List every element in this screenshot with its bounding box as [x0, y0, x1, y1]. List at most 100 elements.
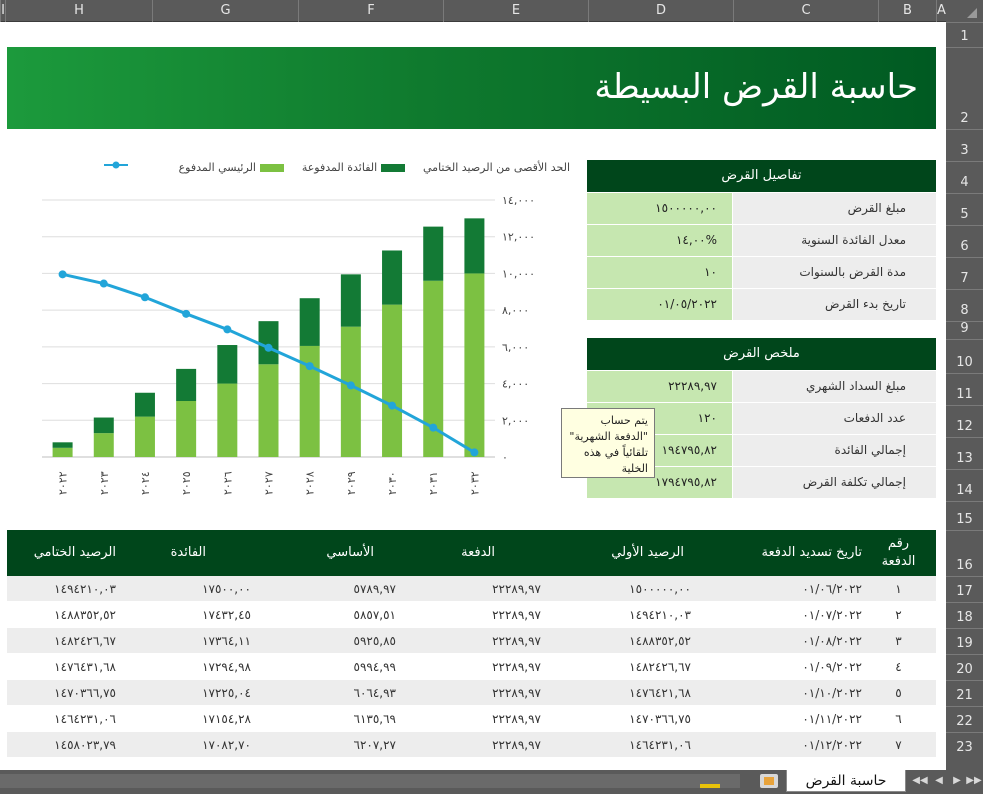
cell-closing-balance[interactable]: ١٤٥٨٠٢٣,٧٩	[54, 738, 116, 752]
row-header-9[interactable]: 9	[946, 321, 983, 339]
column-header-g[interactable]: G	[152, 0, 298, 22]
column-header-h[interactable]: H	[5, 0, 152, 22]
cell-payment[interactable]: ٢٢٢٨٩,٩٧	[492, 660, 541, 674]
cell-opening-balance[interactable]: ١٥٠٠٠٠٠,٠٠	[629, 582, 691, 596]
cell-opening-balance[interactable]: ١٤٨٨٣٥٢,٥٢	[629, 634, 691, 648]
col-header-date[interactable]: تاريخ تسديد الدفعة	[761, 545, 862, 560]
interest-rate-input[interactable]: ١٤,٠٠%	[587, 225, 732, 256]
cell-interest[interactable]: ١٧٣٦٤,١١	[202, 634, 251, 648]
cell-closing-balance[interactable]: ١٤٨٨٣٥٢,٥٢	[54, 608, 116, 622]
cell-principal[interactable]: ٦٢٠٧,٢٧	[353, 738, 397, 752]
cell-number[interactable]: ٤	[895, 660, 902, 674]
row-header-7[interactable]: 7	[946, 257, 983, 289]
loan-chart[interactable]: الحد الأقصى من الرصيد الختامي الفائدة ال…	[20, 152, 570, 502]
column-header-c[interactable]: C	[733, 0, 878, 22]
row-header-11[interactable]: 11	[946, 373, 983, 405]
row-header-17[interactable]: 17	[946, 576, 983, 602]
column-header-d[interactable]: D	[588, 0, 733, 22]
worksheet[interactable]: حاسبة القرض البسيطة تفاصيل القرض مبلغ ال…	[0, 22, 946, 770]
cell-date[interactable]: ٠١/١١/٢٠٢٢	[802, 712, 862, 726]
cell-interest[interactable]: ١٧٢٩٤,٩٨	[202, 660, 251, 674]
cell-date[interactable]: ٠١/٠٨/٢٠٢٢	[802, 634, 862, 648]
row-header-1[interactable]: 1	[946, 22, 983, 47]
row-header-2[interactable]: 2	[946, 47, 983, 129]
cell-principal[interactable]: ٥٨٥٧,٥١	[353, 608, 397, 622]
row-header-21[interactable]: 21	[946, 680, 983, 706]
cell-payment[interactable]: ٢٢٢٨٩,٩٧	[492, 712, 541, 726]
cell-number[interactable]: ٢	[895, 608, 902, 622]
cell-number[interactable]: ٦	[895, 712, 902, 726]
row-header-4[interactable]: 4	[946, 161, 983, 193]
cell-number[interactable]: ١	[895, 582, 902, 596]
cell-opening-balance[interactable]: ١٤٦٤٢٣١,٠٦	[629, 738, 691, 752]
cell-principal[interactable]: ٥٩٢٥,٨٥	[353, 634, 397, 648]
col-header-number[interactable]: رقم الدفعة	[881, 536, 916, 569]
cell-opening-balance[interactable]: ١٤٨٢٤٢٦,٦٧	[629, 660, 691, 674]
tab-scroll-last-icon[interactable]: ▶▶	[966, 775, 982, 786]
cell-payment[interactable]: ٢٢٢٨٩,٩٧	[492, 608, 541, 622]
select-all-corner[interactable]	[946, 0, 983, 22]
row-header-19[interactable]: 19	[946, 628, 983, 654]
column-header-f[interactable]: F	[298, 0, 443, 22]
cell-interest[interactable]: ١٧٥٠٠,٠٠	[202, 582, 251, 596]
row-header-22[interactable]: 22	[946, 706, 983, 732]
cell-closing-balance[interactable]: ١٤٩٤٢١٠,٠٣	[54, 582, 116, 596]
row-header-16[interactable]: 16	[946, 530, 983, 576]
monthly-payment-cell[interactable]: ٢٢٢٨٩,٩٧	[587, 371, 732, 402]
loan-amount-input[interactable]: ١٥٠٠٠٠٠,٠٠	[587, 193, 732, 224]
cell-payment[interactable]: ٢٢٢٨٩,٩٧	[492, 686, 541, 700]
start-date-input[interactable]: ٠١/٠٥/٢٠٢٢	[587, 289, 732, 320]
row-header-13[interactable]: 13	[946, 437, 983, 469]
cell-interest[interactable]: ١٧٠٨٢,٧٠	[202, 738, 251, 752]
row-header-3[interactable]: 3	[946, 129, 983, 161]
cell-principal[interactable]: ٥٩٩٤,٩٩	[353, 660, 397, 674]
col-header-payment[interactable]: الدفعة	[461, 545, 495, 560]
horizontal-scrollbar[interactable]	[0, 774, 740, 788]
tab-scroll-next-icon[interactable]: ▶	[953, 775, 961, 786]
cell-payment[interactable]: ٢٢٢٨٩,٩٧	[492, 582, 541, 596]
col-header-principal[interactable]: الأساسي	[326, 545, 374, 560]
row-header-14[interactable]: 14	[946, 469, 983, 501]
row-header-18[interactable]: 18	[946, 602, 983, 628]
cell-principal[interactable]: ٥٧٨٩,٩٧	[353, 582, 397, 596]
cell-closing-balance[interactable]: ١٤٨٢٤٢٦,٦٧	[54, 634, 116, 648]
new-sheet-icon[interactable]	[760, 774, 778, 788]
cell-date[interactable]: ٠١/١٢/٢٠٢٢	[802, 738, 862, 752]
col-header-closing-balance[interactable]: الرصيد الختامي	[33, 545, 116, 560]
cell-opening-balance[interactable]: ١٤٩٤٢١٠,٠٣	[629, 608, 691, 622]
column-header-b[interactable]: B	[878, 0, 936, 22]
cell-opening-balance[interactable]: ١٤٧٠٣٦٦,٧٥	[629, 712, 691, 726]
tab-scroll-first-icon[interactable]: ◀◀	[912, 775, 928, 786]
column-header-i[interactable]: I	[0, 0, 5, 22]
title-banner[interactable]: حاسبة القرض البسيطة	[7, 47, 936, 129]
loan-term-input[interactable]: ١٠	[587, 257, 732, 288]
row-header-8[interactable]: 8	[946, 289, 983, 321]
row-header-15[interactable]: 15	[946, 501, 983, 530]
cell-number[interactable]: ٥	[895, 686, 902, 700]
row-header-5[interactable]: 5	[946, 193, 983, 225]
cell-number[interactable]: ٣	[895, 634, 902, 648]
cell-interest[interactable]: ١٧٢٢٥,٠٤	[202, 686, 251, 700]
cell-interest[interactable]: ١٧١٥٤,٢٨	[202, 712, 251, 726]
cell-closing-balance[interactable]: ١٤٦٤٢٣١,٠٦	[54, 712, 116, 726]
column-header-a[interactable]: A	[936, 0, 946, 22]
column-header-e[interactable]: E	[443, 0, 588, 22]
cell-payment[interactable]: ٢٢٢٨٩,٩٧	[492, 634, 541, 648]
col-header-interest[interactable]: الفائدة	[170, 545, 206, 560]
row-header-6[interactable]: 6	[946, 225, 983, 257]
cell-date[interactable]: ٠١/٠٧/٢٠٢٢	[802, 608, 862, 622]
cell-principal[interactable]: ٦٠٦٤,٩٣	[353, 686, 397, 700]
cell-opening-balance[interactable]: ١٤٧٦٤٢١,٦٨	[629, 686, 691, 700]
tab-scroll-prev-icon[interactable]: ◀	[935, 775, 943, 786]
cell-date[interactable]: ٠١/٠٦/٢٠٢٢	[802, 582, 862, 596]
cell-payment[interactable]: ٢٢٢٨٩,٩٧	[492, 738, 541, 752]
col-header-opening-balance[interactable]: الرصيد الأولي	[611, 545, 684, 560]
cell-interest[interactable]: ١٧٤٣٢,٤٥	[202, 608, 251, 622]
cell-principal[interactable]: ٦١٣٥,٦٩	[353, 712, 397, 726]
sheet-tab-loan-calculator[interactable]: حاسبة القرض	[786, 770, 906, 792]
row-header-23[interactable]: 23	[946, 732, 983, 758]
row-header-12[interactable]: 12	[946, 405, 983, 437]
row-header-20[interactable]: 20	[946, 654, 983, 680]
cell-date[interactable]: ٠١/١٠/٢٠٢٢	[802, 686, 862, 700]
cell-closing-balance[interactable]: ١٤٧٦٤٣١,٦٨	[54, 660, 116, 674]
